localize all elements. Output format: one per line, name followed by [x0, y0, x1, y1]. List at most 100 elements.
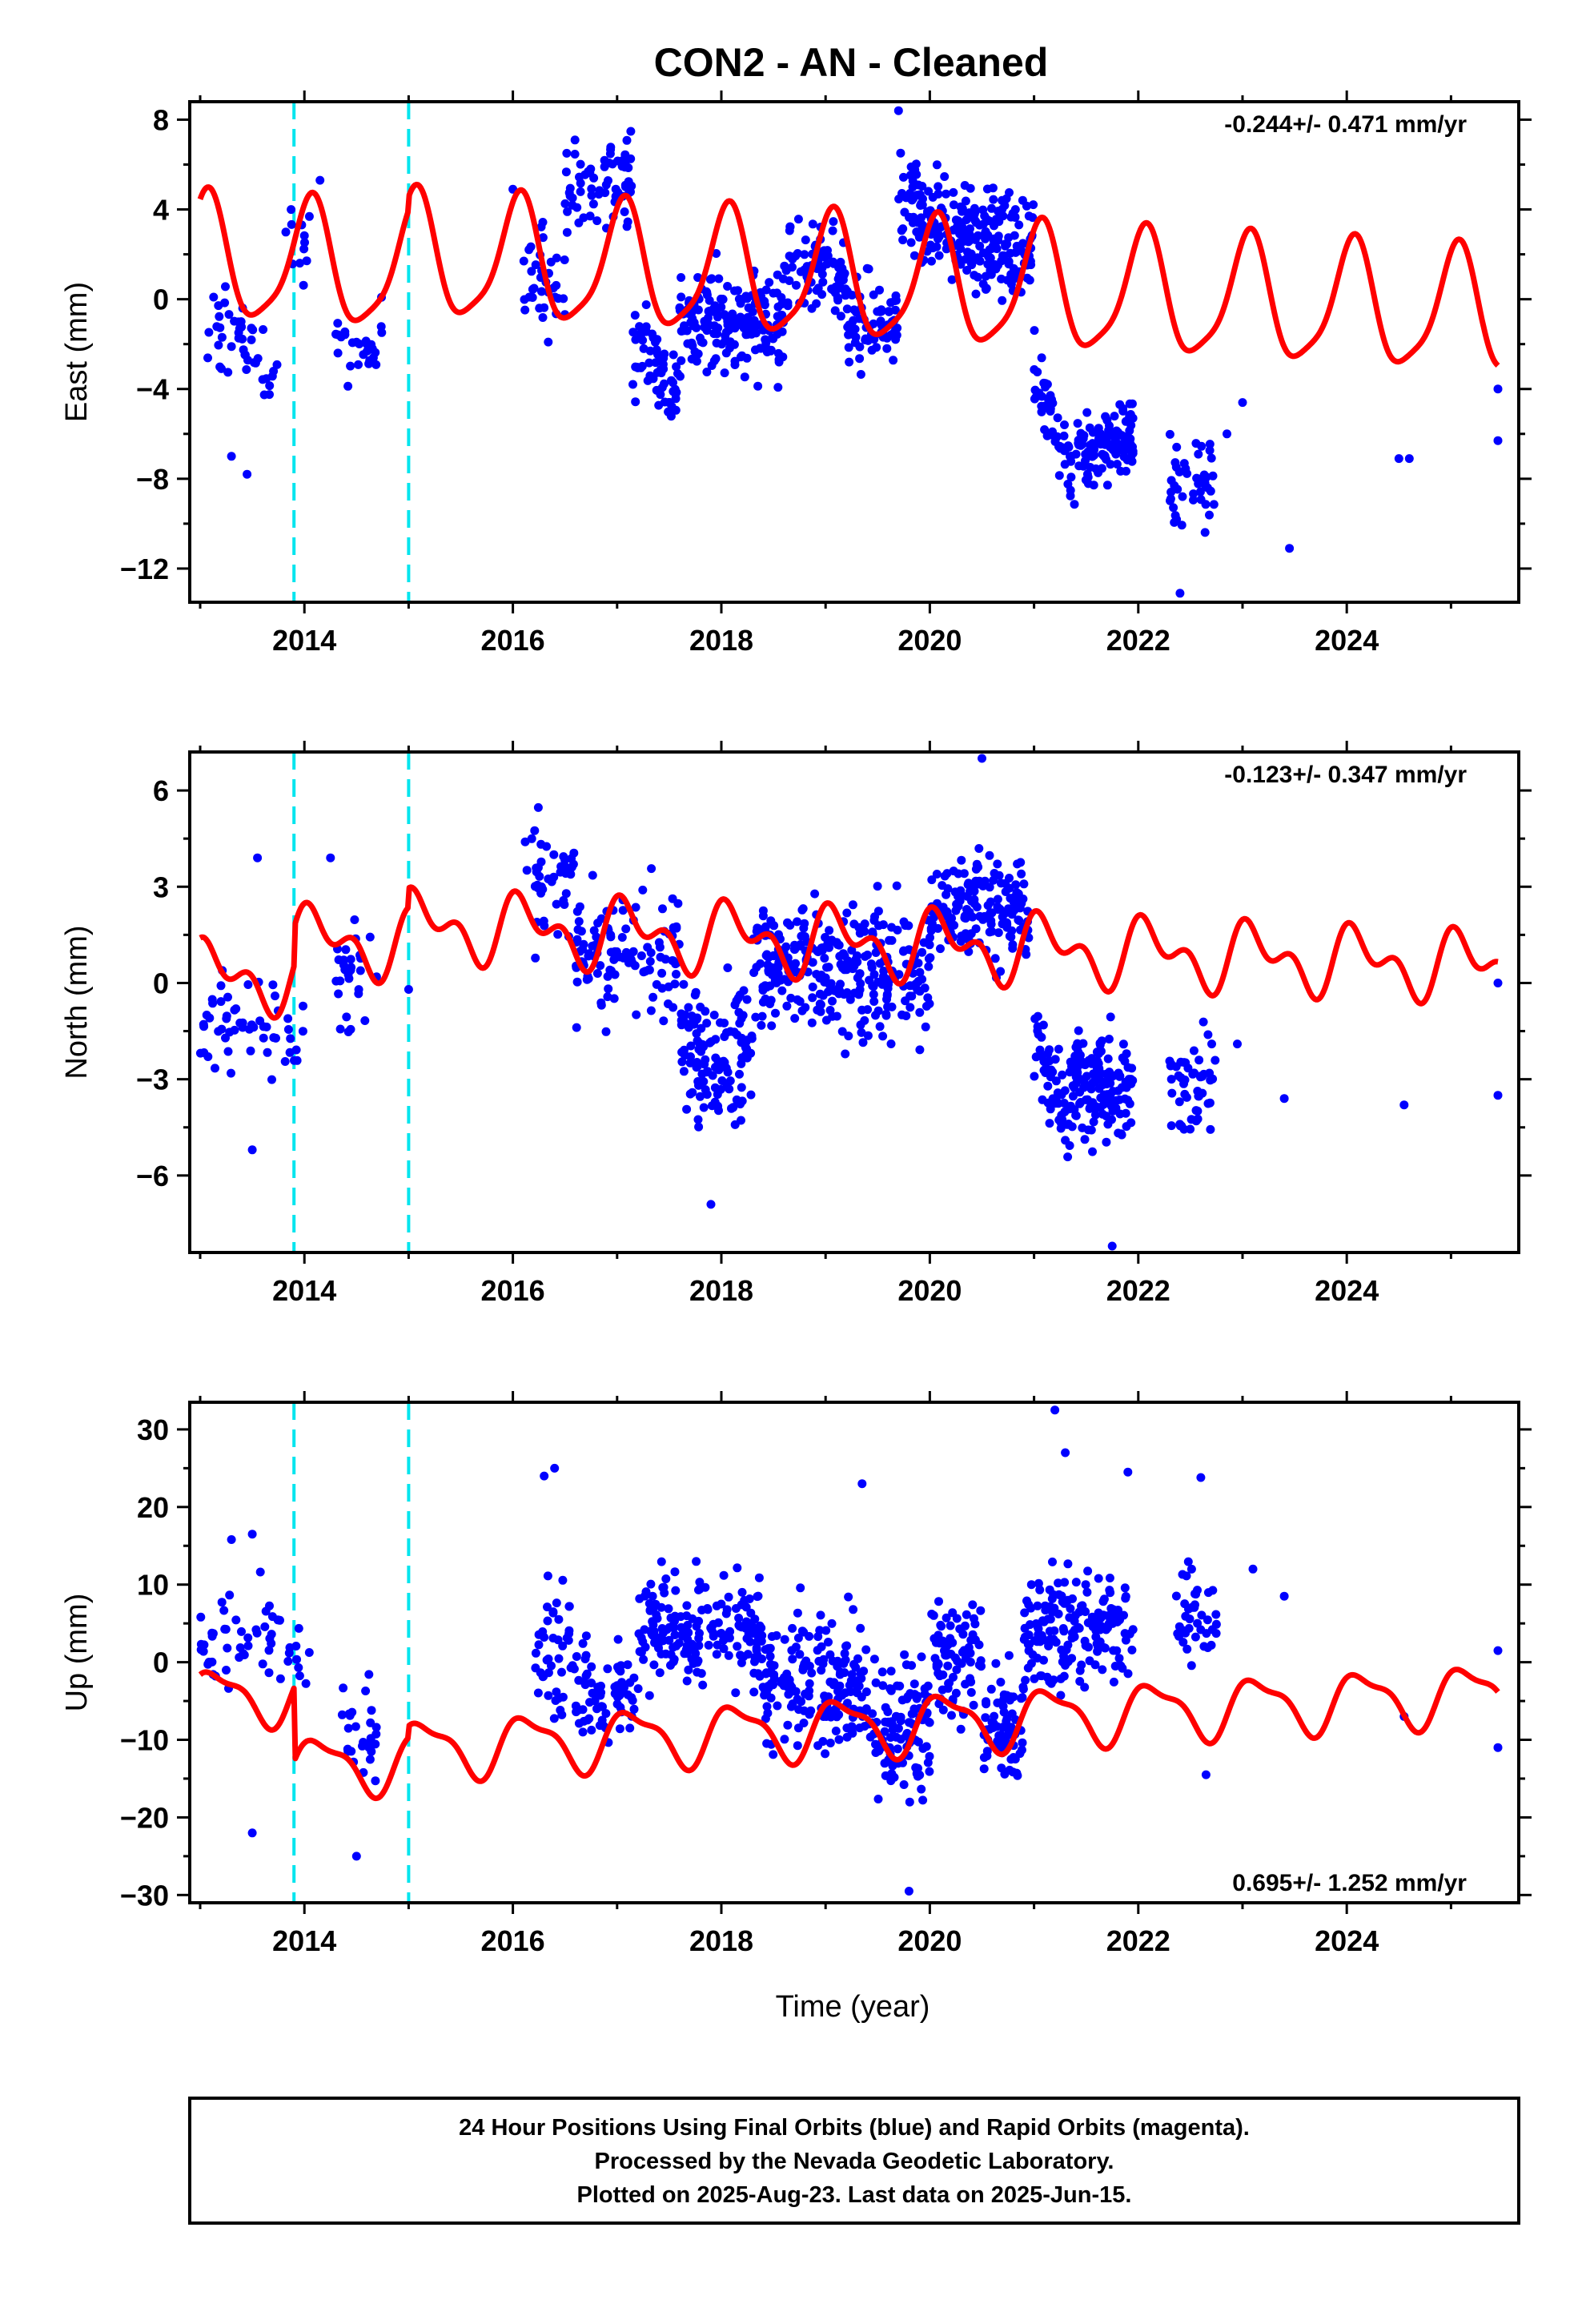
up-data-point: [813, 1632, 823, 1642]
north-data-point: [677, 1057, 687, 1067]
north-data-point: [915, 967, 925, 977]
east-data-point: [705, 296, 714, 305]
east-data-point: [1205, 446, 1215, 455]
north-data-point: [632, 1010, 641, 1019]
up-data-point: [534, 1640, 544, 1650]
north-data-point: [1046, 1072, 1055, 1082]
east-data-point: [1197, 441, 1207, 451]
north-data-point: [684, 1003, 693, 1012]
east-data-point: [885, 331, 895, 340]
north-data-point: [557, 862, 567, 871]
up-data-point: [899, 1780, 909, 1789]
east-data-point: [730, 360, 740, 369]
up-data-point: [669, 1655, 679, 1664]
up-data-point: [587, 1725, 596, 1735]
up-data-point: [1193, 1586, 1202, 1595]
up-data-point: [267, 1638, 276, 1648]
north-data-point: [869, 970, 879, 979]
east-data-point: [687, 354, 697, 364]
east-data-point: [677, 273, 686, 282]
up-data-point: [824, 1638, 833, 1647]
up-data-point: [674, 1638, 684, 1648]
north-data-point: [887, 1002, 897, 1011]
north-data-point: [1199, 1017, 1208, 1027]
east-data-point: [224, 310, 234, 320]
north-data-point: [579, 939, 588, 949]
east-data-point: [651, 358, 661, 368]
north-panel: 2014 2016 2018 2020 2022 2024 6 3 0 −3 −6 North (…: [60, 741, 1532, 1307]
up-data-point: [791, 1642, 801, 1652]
north-data-point: [920, 983, 930, 993]
up-data-point: [578, 1638, 588, 1648]
north-x-tick-label: 2014: [272, 1274, 336, 1307]
east-data-point: [1094, 468, 1103, 477]
east-data-point: [377, 328, 387, 337]
east-data-point: [1071, 449, 1081, 459]
up-data-point: [199, 1640, 209, 1650]
east-data-point: [973, 272, 982, 282]
east-data-point: [693, 349, 703, 359]
up-data-point: [531, 1663, 540, 1673]
north-x-tick-label: 2020: [897, 1274, 962, 1307]
north-data-point: [879, 967, 889, 975]
east-y-ticks: 8 4 0 −4 −8 −12: [120, 103, 1532, 585]
east-data-point: [987, 243, 997, 253]
north-data-point: [796, 941, 805, 951]
up-data-point: [861, 1687, 871, 1697]
north-data-point: [873, 907, 883, 916]
up-data-point: [651, 1632, 661, 1642]
east-data-point: [576, 179, 585, 188]
east-data-point: [1189, 495, 1198, 505]
east-data-point: [1119, 447, 1129, 456]
east-data-point: [1106, 440, 1115, 449]
north-data-point: [1207, 1039, 1216, 1049]
up-data-point: [656, 1557, 666, 1566]
north-data-point: [793, 917, 802, 927]
north-data-point: [341, 945, 351, 955]
north-data-point: [702, 1090, 712, 1100]
up-data-point: [562, 1633, 572, 1642]
north-data-point: [956, 937, 966, 946]
north-data-point: [531, 953, 540, 963]
east-data-point: [981, 271, 990, 281]
east-data-point: [340, 330, 350, 340]
up-data-point: [886, 1686, 896, 1695]
north-data-point: [533, 862, 543, 872]
up-data-point: [834, 1710, 844, 1719]
up-data-point: [1197, 1610, 1207, 1620]
north-data-point: [777, 986, 787, 995]
up-data-point: [853, 1654, 862, 1663]
up-data-point: [821, 1626, 831, 1635]
north-data-point: [1089, 1069, 1098, 1079]
east-data-point: [869, 319, 878, 328]
east-data-point: [1223, 429, 1231, 439]
east-data-point: [368, 353, 378, 363]
north-data-point: [845, 995, 855, 1004]
north-data-point: [1104, 1035, 1114, 1043]
up-data-point: [855, 1723, 865, 1733]
east-data-point: [917, 200, 927, 210]
east-data-point: [1063, 480, 1073, 489]
east-x-tick-label: 2020: [897, 624, 962, 657]
east-data-point: [1047, 395, 1056, 404]
north-data-point: [584, 974, 593, 983]
up-data-point: [946, 1634, 955, 1643]
up-data-point: [1182, 1571, 1191, 1581]
up-data-point: [1026, 1620, 1034, 1630]
east-data-point: [1207, 453, 1216, 463]
east-data-point: [1111, 449, 1121, 459]
up-data-point: [1181, 1628, 1191, 1638]
up-data-point: [731, 1688, 741, 1698]
east-data-point: [909, 194, 918, 203]
north-data-point: [609, 955, 619, 964]
up-data-point: [753, 1629, 762, 1638]
up-data-point: [580, 1655, 590, 1663]
up-data-point: [591, 1689, 600, 1699]
up-data-point: [247, 1530, 257, 1539]
east-data-point: [1200, 528, 1210, 537]
north-data-point: [286, 1034, 295, 1043]
north-data-point: [994, 928, 1003, 938]
east-data-point: [793, 215, 803, 224]
east-data-point: [258, 375, 267, 384]
north-data-point: [1045, 1119, 1054, 1128]
